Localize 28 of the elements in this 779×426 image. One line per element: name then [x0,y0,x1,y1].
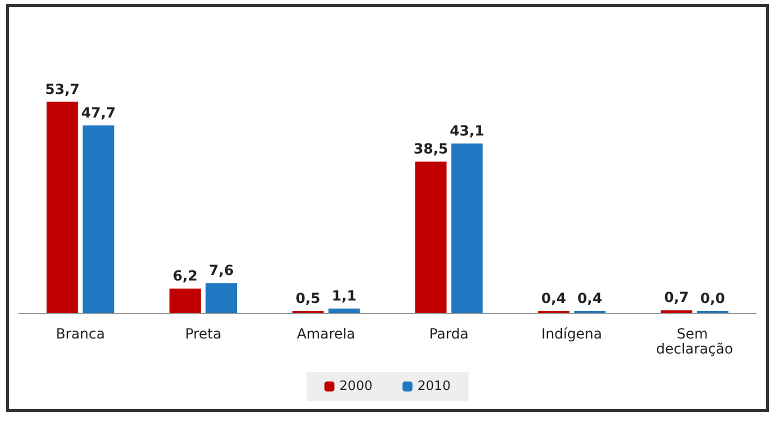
data-label: 47,7 [81,105,116,122]
bar [46,102,78,313]
legend-label: 2010 [418,379,451,394]
bar [660,310,692,313]
data-label: 0,4 [541,291,566,307]
x-tick-label: Amarela [296,326,356,342]
x-tick-label: Indígena [541,326,602,342]
data-label: 0,0 [700,291,726,307]
bar [415,162,447,313]
bar [206,283,238,313]
data-label: 7,6 [208,263,234,280]
x-tick-label: Parda [429,326,469,342]
data-label: 53,7 [45,82,80,98]
bar [82,125,114,313]
legend-label: 2000 [339,379,373,394]
x-tick-label: Preta [185,326,222,342]
data-label: 43,1 [450,123,484,140]
bar [451,143,483,313]
x-tick-label: Branca [56,326,105,342]
x-tick-label: Sem declaração [656,326,734,358]
data-label: 38,5 [414,142,448,158]
data-label: 0,7 [664,290,689,306]
data-label: 0,4 [577,291,602,307]
bar [169,288,201,313]
data-label: 0,5 [296,291,320,307]
bar [328,308,360,313]
data-label: 6,2 [172,268,198,285]
data-label: 1,1 [332,288,357,305]
